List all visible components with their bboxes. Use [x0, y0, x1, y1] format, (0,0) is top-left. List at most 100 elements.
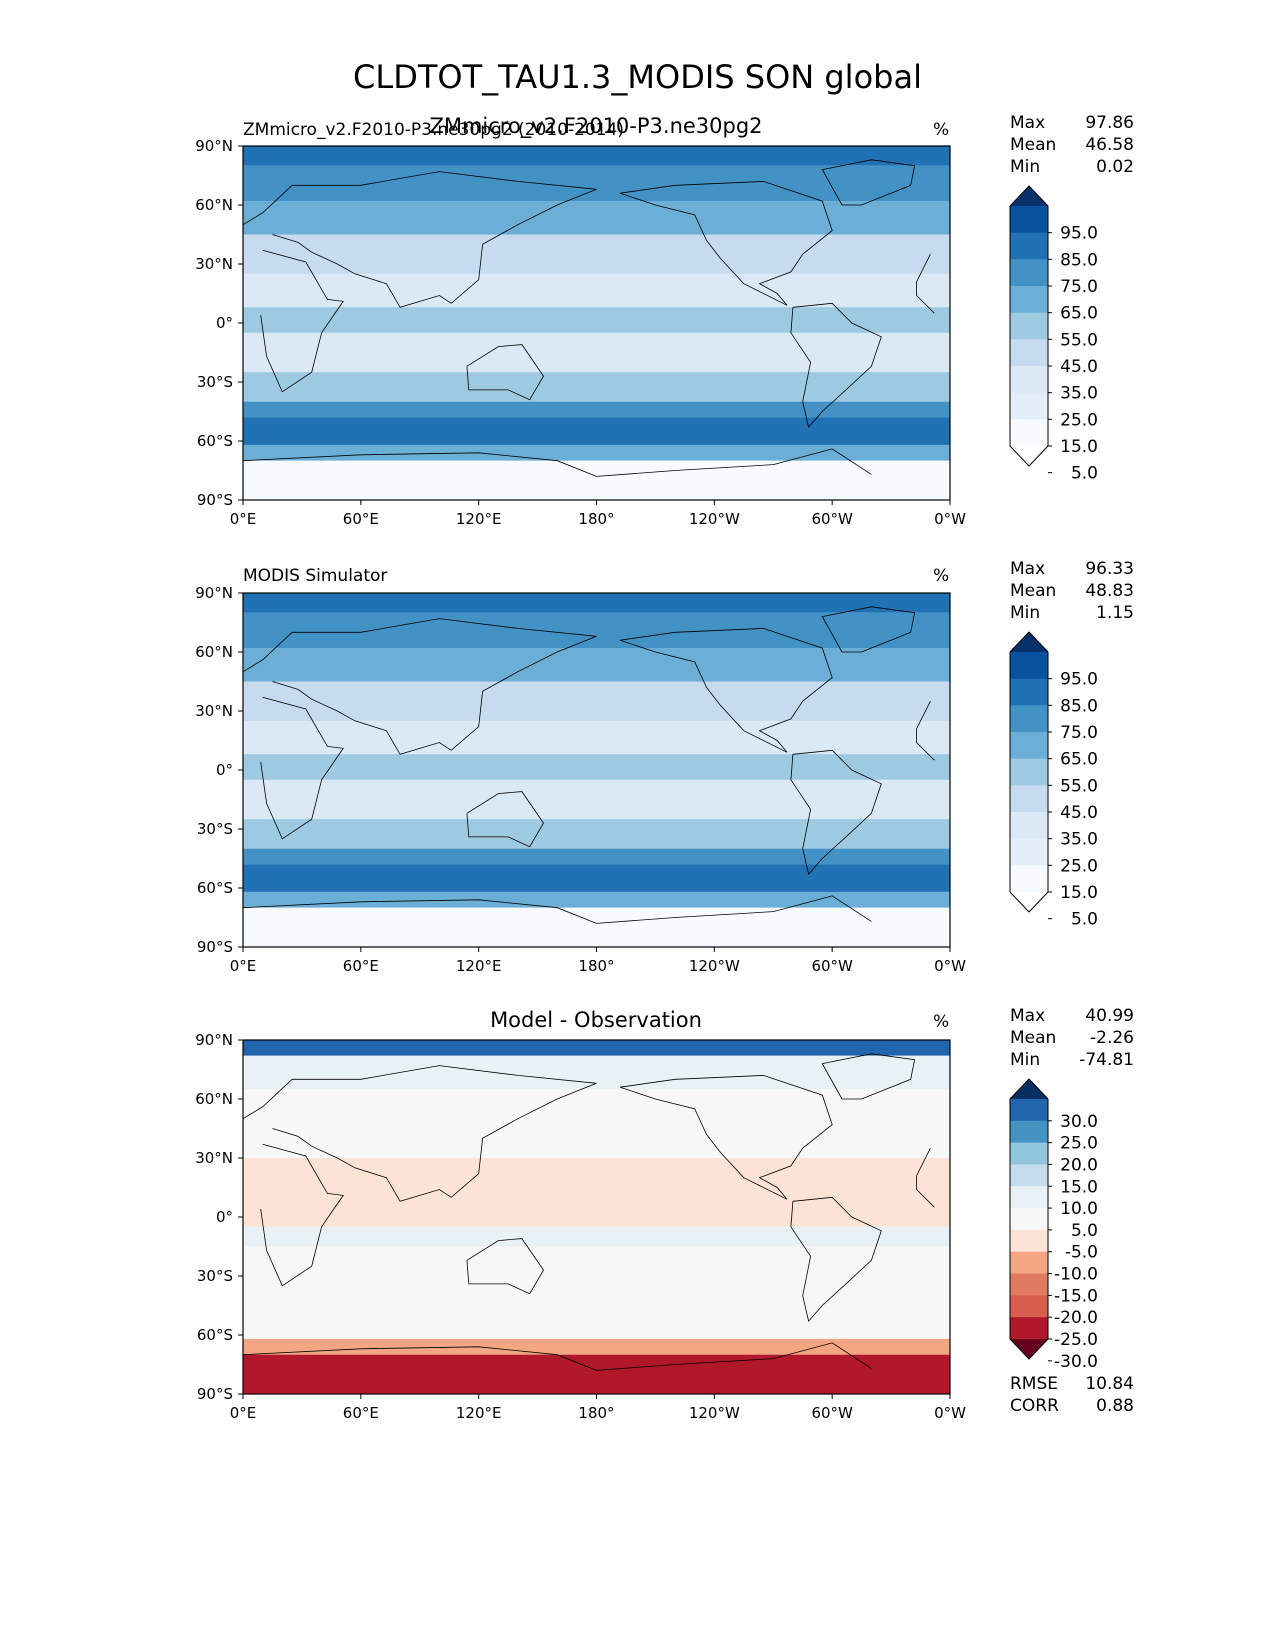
- colorbar-label: 15.0: [1060, 1177, 1098, 1197]
- coastline: [619, 1074, 833, 1200]
- colorbar-label: 65.0: [1060, 750, 1098, 770]
- stat-label: CORR: [1010, 1396, 1059, 1416]
- colorbar-label: 5.0: [1071, 1221, 1098, 1241]
- y-tick-label: 0°: [216, 314, 233, 332]
- colorbar-swatch: [1010, 1208, 1048, 1231]
- stat-value: 1.15: [1096, 603, 1134, 623]
- map-band: [243, 907, 950, 947]
- map-band: [243, 648, 950, 682]
- panel-diff-plot: 0°E 60°E 120°E 180° 120°W 60°W 0°W 90°N 60°N 30°N…: [195, 1031, 1098, 1422]
- coastline: [466, 791, 544, 848]
- map-band: [243, 307, 950, 333]
- map-band: [243, 234, 950, 274]
- colorbar-label: -10.0: [1054, 1265, 1098, 1285]
- stat-value: 48.83: [1085, 581, 1134, 601]
- stat-label: Min: [1010, 157, 1041, 177]
- colorbar-swatch: [1010, 1273, 1048, 1296]
- x-tick-label: 180°: [578, 1404, 614, 1422]
- coastline: [790, 749, 882, 876]
- y-tick-label: 90°S: [197, 491, 233, 509]
- coastline: [466, 1238, 544, 1295]
- colorbar-swatch: [1010, 812, 1048, 840]
- x-tick-label: 0°E: [230, 1404, 257, 1422]
- colorbar-swatch: [1010, 1295, 1048, 1318]
- x-tick-label: 120°E: [456, 510, 502, 528]
- stat-value: 10.84: [1085, 1374, 1134, 1394]
- colorbar-extend-bottom: [1010, 1339, 1048, 1359]
- colorbar-label: 75.0: [1060, 277, 1098, 297]
- stat-label: Min: [1010, 603, 1041, 623]
- stat-value: 40.99: [1085, 1006, 1134, 1026]
- map-band: [243, 819, 950, 849]
- y-tick-label: 60°N: [195, 196, 233, 214]
- y-tick-label: 60°N: [195, 1090, 233, 1108]
- y-tick-label: 60°S: [197, 1326, 233, 1344]
- map-field: [243, 593, 950, 947]
- colorbar-label: 85.0: [1060, 250, 1098, 270]
- colorbar-label: 65.0: [1060, 304, 1098, 324]
- stat-label: Mean: [1010, 1028, 1057, 1048]
- x-tick-label: 120°W: [689, 1404, 740, 1422]
- colorbar-label: 5.0: [1071, 464, 1098, 484]
- map-band: [243, 681, 950, 721]
- x-tick-label: 0°W: [934, 510, 966, 528]
- map-band: [243, 612, 950, 649]
- x-tick-label: 60°E: [343, 1404, 379, 1422]
- map-field: [243, 1040, 950, 1394]
- map-band: [243, 891, 950, 908]
- stat-label: Mean: [1010, 581, 1057, 601]
- x-tick-label: 60°W: [811, 1404, 853, 1422]
- colorbar-label: 45.0: [1060, 357, 1098, 377]
- coastline: [466, 344, 544, 401]
- map-band: [243, 401, 950, 418]
- coastline: [790, 1196, 882, 1323]
- y-tick-label: 30°N: [195, 702, 233, 720]
- panel-obs-title-left: MODIS Simulator: [243, 566, 388, 586]
- map-band: [243, 593, 950, 613]
- coastline: [243, 1342, 872, 1371]
- map-band: [243, 372, 950, 402]
- panel-obs-plot: 0°E 60°E 120°E 180° 120°W 60°W 0°W 90°N 60°N 30°N…: [195, 584, 1098, 975]
- stat-label: Min: [1010, 1050, 1041, 1070]
- coastline: [821, 606, 916, 653]
- y-tick-label: 60°S: [197, 432, 233, 450]
- colorbar-extend-top: [1010, 186, 1048, 206]
- map-band: [243, 1226, 950, 1247]
- stat-label: RMSE: [1010, 1374, 1059, 1394]
- colorbar-label: -5.0: [1065, 1243, 1098, 1263]
- colorbar-swatch: [1010, 1186, 1048, 1209]
- y-tick-label: 90°N: [195, 584, 233, 602]
- y-tick-label: 90°N: [195, 137, 233, 155]
- map-band: [243, 720, 950, 755]
- x-tick-label: 180°: [578, 510, 614, 528]
- y-tick-label: 30°S: [197, 373, 233, 391]
- panel-diff-stats: Max 40.99 Mean -2.26 Min -74.81: [1010, 1005, 1134, 1071]
- coastline: [790, 302, 882, 429]
- colorbar-label: 10.0: [1060, 1199, 1098, 1219]
- x-tick-label: 120°W: [689, 510, 740, 528]
- colorbar-label: 35.0: [1060, 830, 1098, 850]
- colorbar-label: -15.0: [1054, 1286, 1098, 1306]
- colorbar-swatch: [1010, 1251, 1048, 1275]
- y-tick-label: 60°S: [197, 879, 233, 897]
- colorbar-label: 15.0: [1060, 883, 1098, 903]
- map-band: [243, 460, 950, 500]
- colorbar-label: -20.0: [1054, 1308, 1098, 1328]
- panel-diff-units: %: [933, 1012, 950, 1032]
- colorbar-swatch: [1010, 865, 1048, 893]
- colorbar-swatch: [1010, 838, 1048, 866]
- colorbar-swatch: [1010, 785, 1048, 813]
- x-tick-label: 60°E: [343, 510, 379, 528]
- y-tick-label: 60°N: [195, 643, 233, 661]
- stat-label: Mean: [1010, 135, 1057, 155]
- figure-title: CLDTOT_TAU1.3_MODIS SON global: [353, 58, 922, 96]
- colorbar-swatch: [1010, 419, 1048, 447]
- coastline: [260, 1143, 935, 1287]
- stat-value: -74.81: [1079, 1050, 1134, 1070]
- panel-model-title-center: ZMmicro_v2.F2010-P3.ne30pg2: [429, 114, 763, 138]
- panel-model-title-left: ZMmicro_v2.F2010-P3.ne30pg2 (2010-2014): [243, 120, 624, 140]
- colorbar-swatch: [1010, 1164, 1048, 1187]
- y-tick-label: 0°: [216, 1208, 233, 1226]
- colorbar-label: 95.0: [1060, 670, 1098, 690]
- panel-diff-extra-stats: RMSE 10.84 CORR 0.88: [1010, 1373, 1134, 1417]
